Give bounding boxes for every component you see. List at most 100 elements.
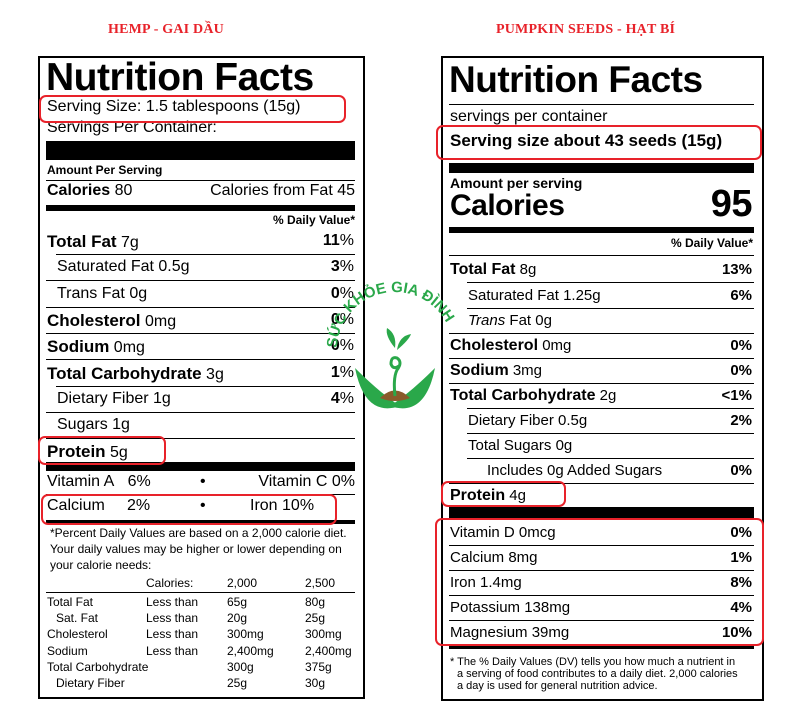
hemp-table-calories-label: Calories:	[146, 576, 194, 590]
pumpkin-row-divider	[467, 433, 754, 434]
hemp-table-value-2000: 65g	[227, 595, 248, 609]
pumpkin-protein-highlight	[441, 481, 566, 507]
pumpkin-row-divider	[449, 383, 754, 384]
hemp-bullet-2: •	[200, 497, 206, 514]
hemp-table-col-2000: 2,000	[227, 576, 258, 590]
hemp-footnote: *Percent Daily Values are based on a 2,0…	[50, 525, 347, 573]
hemp-dv-value: 0	[330, 311, 340, 328]
pumpkin-divider	[449, 104, 754, 105]
hemp-calcium: Calcium 2%	[47, 497, 150, 515]
pumpkin-nutrient-label: Cholesterol	[450, 337, 539, 354]
hemp-table-value-2500: 375g	[305, 659, 332, 674]
hemp-nutrient-row: Protein 5g	[47, 442, 128, 462]
hemp-nutrient-label: Cholesterol	[47, 311, 141, 330]
pumpkin-nutrient-label: Total Fat	[450, 261, 516, 278]
pumpkin-mineral-label: Potassium 138mg	[450, 599, 571, 616]
hemp-calcium-dv: 2%	[127, 497, 151, 514]
pumpkin-row-divider	[467, 308, 754, 309]
pumpkin-calories-label: Calories	[450, 189, 565, 222]
hemp-title: Nutrition Facts	[46, 56, 314, 99]
pumpkin-nutrient-label: Includes 0g Added Sugars	[487, 462, 663, 479]
pumpkin-title: Nutrition Facts	[449, 59, 703, 100]
hemp-footnote-line: your calorie needs:	[50, 558, 152, 572]
hemp-nutrient-row: Total Fat 7g	[47, 232, 139, 252]
pumpkin-row-divider	[449, 333, 754, 334]
pumpkin-serving-size: Serving size about 43 seeds (15g)	[450, 131, 723, 150]
hemp-table-nutrient: Sat. Fat	[56, 611, 99, 626]
pumpkin-mineral-label: Vitamin D 0mcg	[450, 524, 556, 541]
hemp-nutrition-label	[38, 56, 365, 699]
hemp-divider	[46, 180, 355, 181]
hemp-table-col-2500: 2,500	[305, 576, 336, 590]
hemp-nutrient-amount: 1g	[153, 390, 171, 407]
pumpkin-row-divider	[467, 458, 754, 459]
hemp-table-condition: Less than	[146, 627, 199, 642]
pumpkin-row-divider	[467, 408, 754, 409]
pumpkin-mineral-divider	[449, 570, 754, 571]
hemp-row-divider	[46, 307, 355, 308]
hemp-nutrient-amount: 1g	[112, 416, 130, 433]
hemp-iron: Iron 10%	[250, 497, 315, 514]
hemp-nutrient-row: Trans Fat 0g	[57, 285, 147, 303]
hemp-nutrient-row: Sugars 1g	[57, 416, 130, 434]
hemp-nutrient-amount: 3g	[206, 366, 224, 383]
pumpkin-nutrient-dv: 6%	[730, 287, 752, 304]
hemp-table-value-2500: 300mg	[305, 627, 342, 642]
hemp-nutrient-dv: 0%	[330, 285, 354, 302]
pumpkin-nutrient-row: Cholesterol 0mg	[450, 337, 571, 355]
pumpkin-servings-per-container: servings per container	[450, 108, 608, 125]
hemp-table-condition: Less than	[146, 643, 199, 658]
pumpkin-row-divider	[449, 358, 754, 359]
hemp-table-value-2500: 30g	[305, 676, 326, 690]
pumpkin-daily-value-header: % Daily Value*	[670, 236, 753, 250]
pumpkin-nutrient-row: Total Carbohydrate 2g	[450, 387, 616, 405]
pumpkin-mineral-dv: 0%	[730, 524, 752, 541]
hemp-row-divider	[46, 412, 355, 413]
hemp-bar-3	[46, 520, 355, 524]
hemp-dv-value: 11	[322, 232, 340, 249]
hemp-vitamin-a-dv: 6%	[127, 473, 151, 490]
hemp-row-divider	[56, 254, 355, 255]
pumpkin-nutrient-row: Saturated Fat 1.25g	[468, 287, 601, 304]
hemp-table-condition: Less than	[146, 595, 199, 609]
pumpkin-mineral-divider	[449, 620, 754, 621]
hemp-nutrient-amount: 7g	[121, 234, 139, 251]
hemp-table-value-2000: 25g	[227, 676, 248, 690]
pumpkin-thick-bar-2	[449, 507, 754, 519]
pumpkin-bar-3	[449, 644, 754, 649]
pumpkin-nutrient-row: Sodium 3mg	[450, 362, 542, 380]
hemp-table-nutrient: Sodium	[47, 643, 88, 658]
health-family-logo: SỨC KHỎE GIA ĐÌNH	[325, 279, 458, 409]
hemp-nutrient-amount: 0g	[129, 285, 148, 302]
hemp-nutrient-label: Sodium	[47, 337, 110, 356]
hemp-thick-bar-2	[46, 462, 355, 471]
hemp-calcium-label: Calcium	[47, 497, 105, 514]
hemp-nutrient-dv: 4%	[330, 390, 354, 407]
hemp-nutrient-amount: 0mg	[144, 313, 177, 330]
hemp-nutrient-dv: 11%	[322, 232, 354, 249]
pumpkin-nutrient-row: Total Sugars 0g	[468, 437, 572, 454]
hemp-nutrient-row: Saturated Fat 0.5g	[57, 258, 190, 276]
hemp-nutrient-row: Dietary Fiber 1g	[57, 390, 171, 408]
hemp-row-divider	[46, 333, 355, 334]
hemp-table-nutrient: Total Carbohydrate	[47, 659, 149, 674]
pumpkin-footnote: * The % Daily Values (DV) tells you how …	[450, 656, 738, 692]
pumpkin-nutrient-row: Dietary Fiber 0.5g	[468, 412, 587, 429]
pumpkin-divider	[449, 255, 754, 256]
pumpkin-calories-value: 95	[710, 183, 753, 225]
hemp-nutrient-label: Dietary Fiber	[57, 390, 149, 407]
sprout-leaf-icon	[386, 328, 396, 348]
hemp-row-divider	[56, 386, 355, 387]
pumpkin-nutrient-label: Dietary Fiber	[468, 412, 554, 429]
pumpkin-nutrient-dv: 0%	[730, 462, 752, 479]
pumpkin-nutrient-amount: 0.5g	[558, 412, 588, 429]
hemp-serving-size: Serving Size: 1.5 tablespoons (15g)	[47, 98, 301, 115]
pumpkin-mineral-dv: 4%	[730, 599, 752, 616]
hemp-table-value-2500: 80g	[305, 595, 326, 609]
hemp-protein-highlight	[38, 436, 166, 465]
hemp-nutrient-label: Total Carbohydrate	[47, 364, 202, 383]
hemp-medium-bar	[46, 205, 355, 211]
pumpkin-nutrient-dv: <1%	[721, 387, 752, 404]
pumpkin-nutrient-label: Total Carbohydrate	[450, 387, 596, 404]
hemp-dv-value: 3	[330, 258, 340, 275]
